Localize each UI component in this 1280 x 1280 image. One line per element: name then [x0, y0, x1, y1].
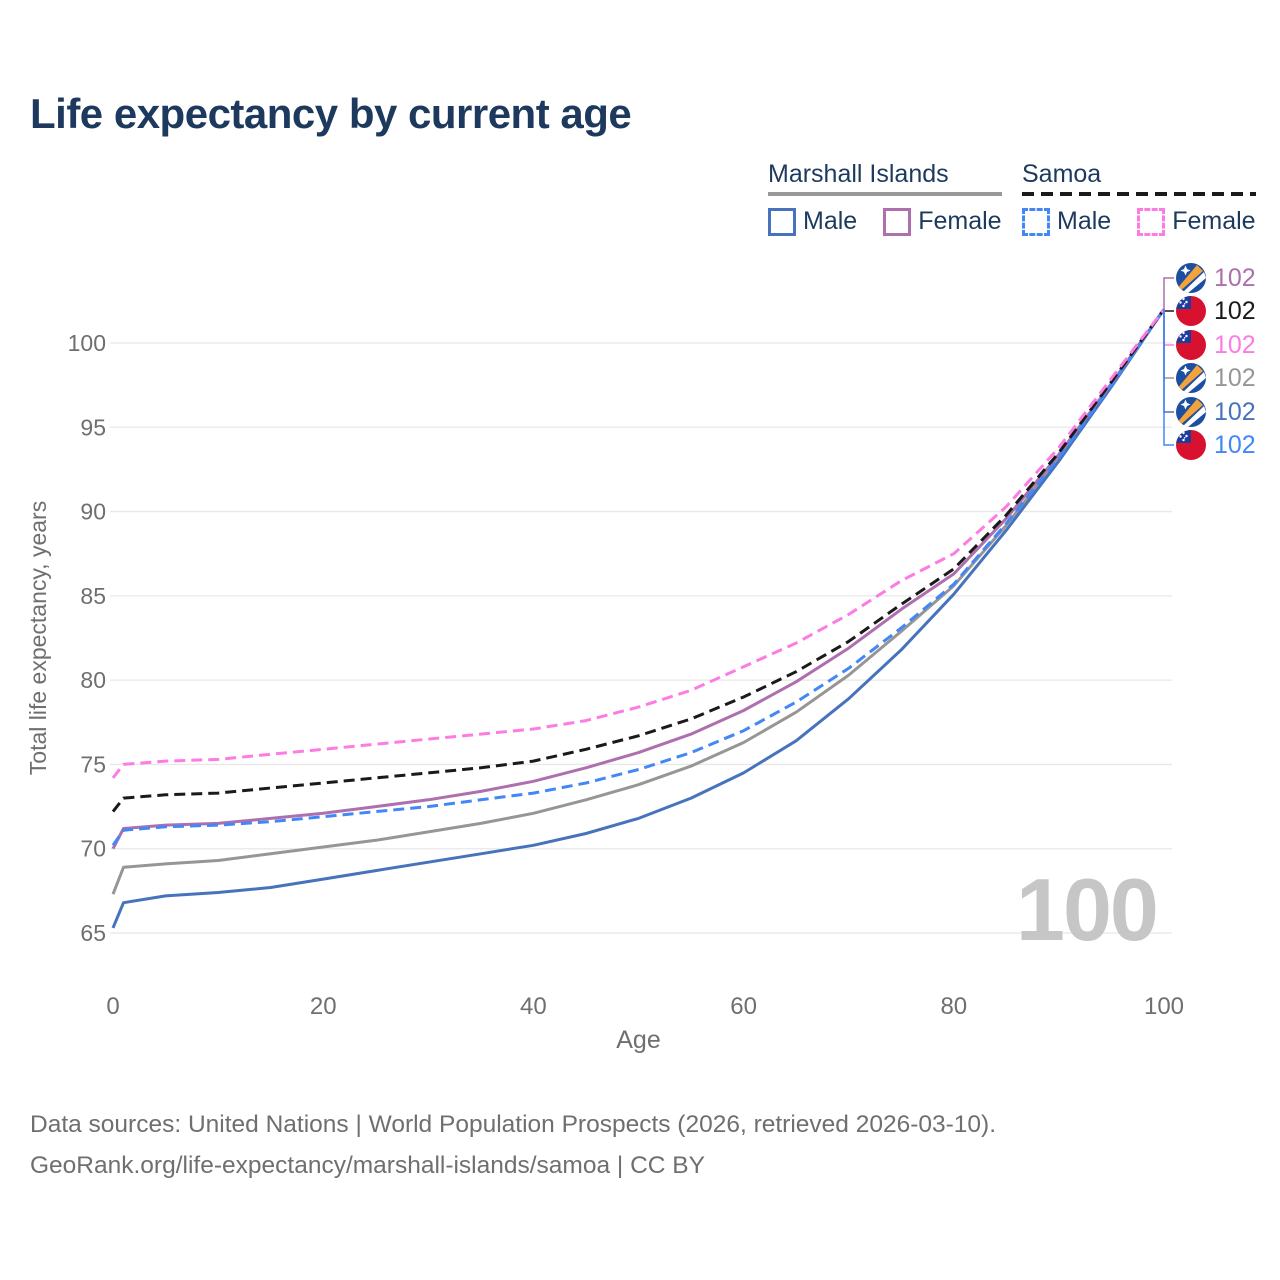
- attribution-line: GeoRank.org/life-expectancy/marshall-isl…: [30, 1152, 705, 1179]
- x-tick-label: 80: [940, 993, 967, 1020]
- leader-line-mi_male: [1163, 309, 1174, 413]
- endpoint-value: 102: [1214, 330, 1256, 359]
- series-line-ws_female: [111, 308, 1166, 779]
- samoa-flag-icon: [1176, 330, 1206, 360]
- endpoint-label-ws_male: 102: [1176, 430, 1256, 460]
- y-axis-title: Total life expectancy, years: [25, 501, 51, 775]
- legend-group-samoa: Samoa Male Female: [1022, 160, 1256, 236]
- legend-title-marshall-islands: Marshall Islands: [768, 160, 949, 188]
- samoa-female-swatch: [1137, 207, 1166, 236]
- legend-label: Female: [918, 207, 1002, 235]
- y-tick-label: 75: [80, 751, 106, 777]
- marshall-islands-flag-icon: [1176, 363, 1206, 393]
- endpoint-label-mi_male: 102: [1176, 397, 1256, 427]
- series-line-mi_male: [111, 308, 1166, 929]
- footer: Data sources: United Nations | World Pop…: [30, 1104, 996, 1186]
- legend-item-samoa-female[interactable]: Female: [1137, 207, 1256, 236]
- page-title: Life expectancy by current age: [30, 90, 632, 137]
- leader-line-mi_female: [1163, 277, 1174, 310]
- x-tick-label: 40: [520, 993, 547, 1020]
- legend-item-samoa-male[interactable]: Male: [1022, 207, 1111, 236]
- x-tick-label: 0: [106, 993, 119, 1020]
- series-line-ws_total: [111, 308, 1166, 813]
- legend-item-marshall-islands-male[interactable]: Male: [768, 207, 857, 236]
- y-tick-label: 100: [68, 330, 106, 356]
- legend-label: Female: [1172, 207, 1256, 235]
- x-tick-label: 20: [310, 993, 337, 1020]
- samoa-flag-icon: [1176, 296, 1206, 326]
- legend-underline-marshall-islands: [768, 192, 1002, 196]
- x-tick-label: 100: [1144, 993, 1184, 1020]
- marshall-islands-flag-icon: [1176, 263, 1206, 293]
- samoa-flag-icon: [1176, 430, 1206, 460]
- data-sources-line: Data sources: United Nations | World Pop…: [30, 1111, 997, 1138]
- leader-line-ws_total: [1163, 309, 1174, 312]
- legend-item-marshall-islands-female[interactable]: Female: [883, 207, 1002, 236]
- legend-underline-samoa: [1022, 192, 1256, 196]
- endpoint-value: 102: [1214, 263, 1256, 292]
- marshall-islands-female-swatch: [883, 207, 912, 236]
- leader-line-ws_male: [1163, 309, 1174, 446]
- endpoint-value: 102: [1214, 397, 1256, 426]
- y-tick-label: 95: [80, 414, 106, 440]
- x-tick-label: 60: [730, 993, 757, 1020]
- endpoint-label-ws_total: 102: [1176, 296, 1256, 326]
- legend-title-samoa: Samoa: [1022, 160, 1102, 188]
- series-line-ws_male: [111, 308, 1166, 847]
- endpoint-value: 102: [1214, 363, 1256, 392]
- y-tick-label: 85: [80, 583, 106, 609]
- series-line-mi_female: [111, 308, 1166, 850]
- y-tick-label: 90: [80, 499, 106, 525]
- endpoint-label-mi_female: 102: [1176, 263, 1256, 293]
- marshall-islands-flag-icon: [1176, 397, 1206, 427]
- x-axis-title: Age: [616, 1026, 660, 1054]
- legend-group-marshall-islands: Marshall Islands Male Female: [768, 160, 1002, 236]
- y-tick-label: 70: [80, 836, 106, 862]
- age-watermark: 100: [1016, 860, 1159, 959]
- endpoint-value: 102: [1214, 430, 1256, 459]
- endpoint-label-ws_female: 102: [1176, 330, 1256, 360]
- y-tick-label: 80: [80, 667, 106, 693]
- endpoint-label-mi_total: 102: [1176, 363, 1256, 393]
- endpoint-value: 102: [1214, 296, 1256, 325]
- marshall-islands-male-swatch: [768, 207, 796, 236]
- leader-line-ws_female: [1163, 309, 1174, 346]
- legend-label: Male: [803, 207, 858, 235]
- series-line-mi_total: [111, 308, 1166, 895]
- samoa-male-swatch: [1022, 207, 1050, 236]
- legend-label: Male: [1057, 207, 1112, 235]
- y-tick-label: 65: [80, 920, 106, 946]
